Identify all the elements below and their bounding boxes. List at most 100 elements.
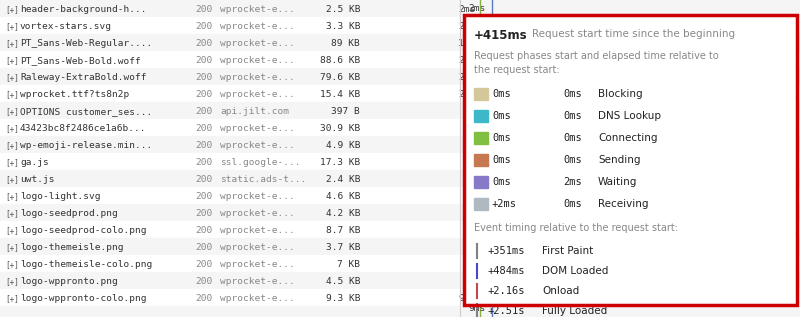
Bar: [460, 221, 800, 238]
Text: OPTIONS customer_ses...: OPTIONS customer_ses...: [20, 107, 152, 116]
Text: 30.9 KB: 30.9 KB: [320, 124, 360, 133]
Text: wprocket-e...: wprocket-e...: [220, 226, 294, 235]
Text: Raleway-ExtraBold.woff: Raleway-ExtraBold.woff: [20, 73, 146, 82]
Text: 0ms: 0ms: [492, 111, 510, 121]
Bar: [0, 204, 460, 221]
Text: 9.3 KB: 9.3 KB: [326, 294, 360, 303]
Text: api.jilt.com: api.jilt.com: [220, 107, 289, 116]
Bar: [460, 0, 800, 317]
Text: logo-seedprod.png: logo-seedprod.png: [20, 209, 118, 218]
Text: DNS Lookup: DNS Lookup: [598, 111, 661, 121]
Text: 200: 200: [195, 107, 212, 116]
Text: 43423bc8f2486ce1a6b...: 43423bc8f2486ce1a6b...: [20, 124, 146, 133]
Text: [+]: [+]: [5, 209, 19, 218]
Text: wprocket-e...: wprocket-e...: [220, 5, 294, 14]
Text: wp-emoji-release.min...: wp-emoji-release.min...: [20, 141, 152, 150]
Text: 4.9 KB: 4.9 KB: [326, 141, 360, 150]
Text: 2m: 2m: [458, 22, 470, 31]
Text: wprocket-e...: wprocket-e...: [220, 124, 294, 133]
Bar: [460, 34, 800, 51]
Text: [+]: [+]: [5, 39, 19, 48]
Text: wprocket-e...: wprocket-e...: [220, 22, 294, 31]
Text: Onload: Onload: [542, 286, 579, 296]
Text: [+]: [+]: [5, 243, 19, 252]
Text: 200: 200: [195, 158, 212, 167]
Bar: [464, 15, 797, 305]
Text: PT_Sans-Web-Regular....: PT_Sans-Web-Regular....: [20, 39, 152, 48]
Text: 0ms: 0ms: [492, 133, 510, 143]
Bar: [0, 255, 460, 272]
Bar: [474, 154, 488, 166]
Text: wprocket-e...: wprocket-e...: [220, 294, 294, 303]
Text: 200: 200: [195, 90, 212, 99]
Text: [+]: [+]: [5, 277, 19, 286]
Bar: [474, 132, 488, 144]
Text: wprocket-e...: wprocket-e...: [220, 277, 294, 286]
Text: [+]: [+]: [5, 192, 19, 201]
Bar: [460, 272, 800, 289]
Text: 79.6 KB: 79.6 KB: [320, 73, 360, 82]
Bar: [474, 88, 488, 100]
Text: wprocket-e...: wprocket-e...: [220, 209, 294, 218]
Text: Request phases start and elapsed time relative to
the request start:: Request phases start and elapsed time re…: [474, 51, 718, 75]
Bar: [0, 85, 460, 102]
Text: [+]: [+]: [5, 158, 19, 167]
Text: [+]: [+]: [5, 56, 19, 65]
Text: +2.16s: +2.16s: [488, 286, 526, 296]
Text: 0ms: 0ms: [563, 111, 582, 121]
Text: 3.3 KB: 3.3 KB: [326, 22, 360, 31]
Text: 200: 200: [195, 294, 212, 303]
Text: ssl.google-...: ssl.google-...: [220, 158, 301, 167]
Bar: [460, 0, 800, 17]
Text: 13: 13: [458, 39, 470, 48]
Bar: [0, 119, 460, 136]
Text: wprocket-e...: wprocket-e...: [220, 39, 294, 48]
Bar: [460, 68, 800, 85]
Text: 0ms: 0ms: [492, 177, 510, 187]
Bar: [0, 306, 460, 317]
Text: 200: 200: [195, 226, 212, 235]
Text: uwt.js: uwt.js: [20, 175, 54, 184]
Text: 8.7 KB: 8.7 KB: [326, 226, 360, 235]
Text: 2ms: 2ms: [458, 5, 475, 14]
Bar: [0, 221, 460, 238]
Bar: [460, 238, 800, 255]
Bar: [460, 102, 800, 119]
Text: wprocket-e...: wprocket-e...: [220, 243, 294, 252]
Text: [+]: [+]: [5, 260, 19, 269]
Text: wprocket-e...: wprocket-e...: [220, 73, 294, 82]
Text: logo-themeisle-colo.png: logo-themeisle-colo.png: [20, 260, 152, 269]
Text: 4.5 KB: 4.5 KB: [326, 277, 360, 286]
Text: wprocket-e...: wprocket-e...: [220, 192, 294, 201]
Text: Request start time since the beginning: Request start time since the beginning: [532, 29, 735, 39]
Text: [+]: [+]: [5, 90, 19, 99]
Text: 17.3 KB: 17.3 KB: [320, 158, 360, 167]
Text: Receiving: Receiving: [598, 199, 649, 209]
Text: 0ms: 0ms: [563, 133, 582, 143]
Text: 200: 200: [195, 39, 212, 48]
Text: 200: 200: [195, 260, 212, 269]
Text: ga.js: ga.js: [20, 158, 49, 167]
Text: wprocket.ttf?ts8n2p: wprocket.ttf?ts8n2p: [20, 90, 130, 99]
Text: 200: 200: [195, 209, 212, 218]
Text: 9ms: 9ms: [468, 304, 486, 313]
Text: [+]: [+]: [5, 107, 19, 116]
Text: 4.6 KB: 4.6 KB: [326, 192, 360, 201]
Bar: [0, 153, 460, 170]
Text: 200: 200: [195, 124, 212, 133]
Text: 0ms: 0ms: [492, 155, 510, 165]
Text: Sending: Sending: [598, 155, 641, 165]
Bar: [460, 187, 800, 204]
Text: [+]: [+]: [5, 5, 19, 14]
Text: +351ms: +351ms: [488, 246, 526, 256]
Bar: [474, 198, 488, 210]
Bar: [0, 68, 460, 85]
Text: Connecting: Connecting: [598, 133, 658, 143]
Text: wprocket-e...: wprocket-e...: [220, 141, 294, 150]
Text: 25: 25: [458, 90, 470, 99]
Text: [+]: [+]: [5, 124, 19, 133]
Text: [+]: [+]: [5, 226, 19, 235]
Text: wprocket-e...: wprocket-e...: [220, 260, 294, 269]
Text: 4.2 KB: 4.2 KB: [326, 209, 360, 218]
Text: 3.7 KB: 3.7 KB: [326, 243, 360, 252]
